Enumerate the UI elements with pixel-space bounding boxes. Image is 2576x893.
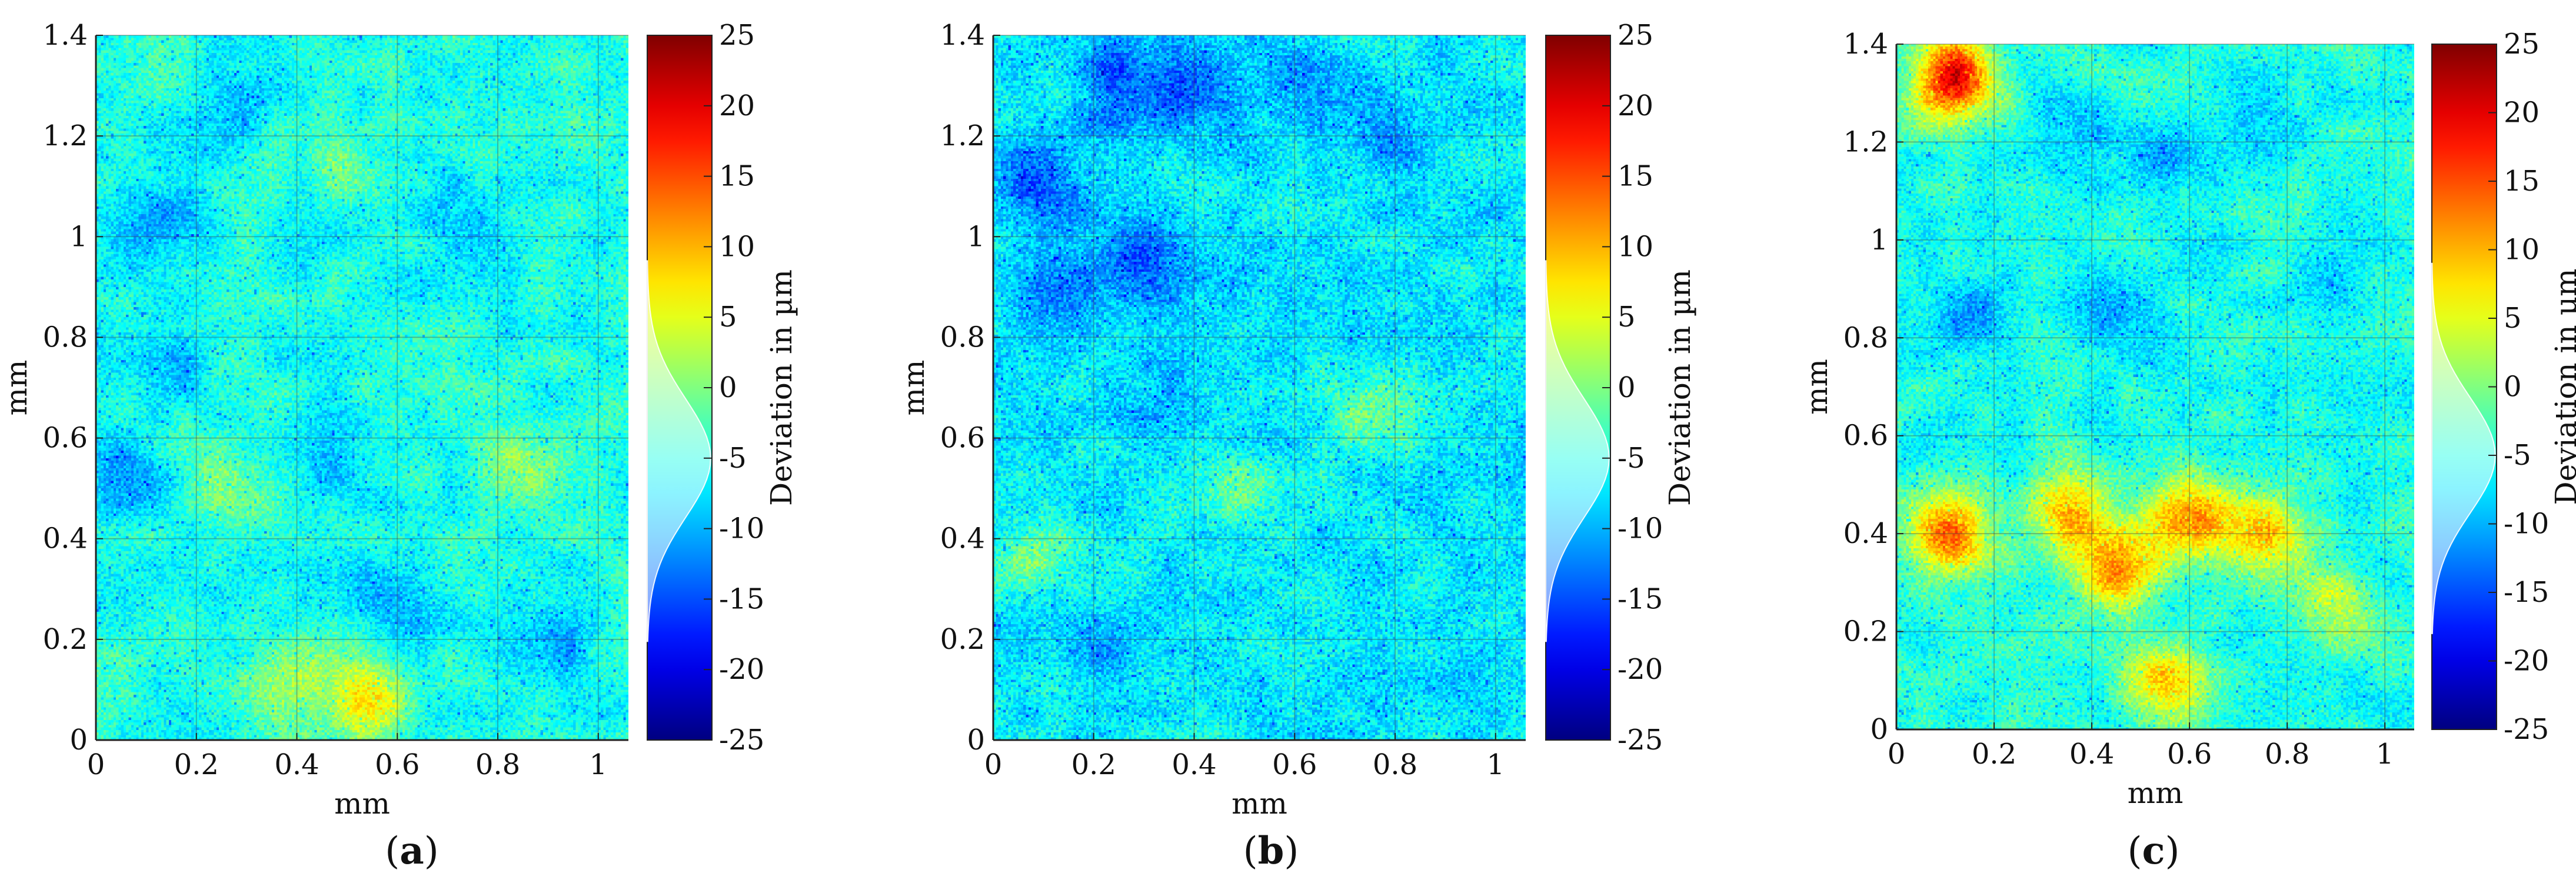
- y-axis-label: mm: [0, 360, 34, 416]
- x-axis-label: mm: [1232, 787, 1287, 821]
- y-tick-label: 0.6: [43, 422, 88, 455]
- panel-label: (a): [385, 829, 438, 873]
- x-tick-label: 0: [87, 748, 105, 781]
- colorbar-tick-label: -20: [2504, 645, 2549, 678]
- y-tick-label: 0.6: [1843, 419, 1888, 452]
- colorbar-tick-label: -10: [2504, 508, 2549, 541]
- colorbar-tick-label: -25: [719, 724, 764, 757]
- y-tick-label: 1: [69, 220, 88, 253]
- colorbar-tick-label: 20: [719, 89, 755, 122]
- colorbar-distribution-overlay: [647, 260, 711, 642]
- colorbar-tick-label: -15: [1618, 582, 1663, 615]
- x-tick-label: 0: [984, 748, 1003, 781]
- x-tick-label: 0.2: [1972, 738, 2016, 771]
- colorbar-tick-label: -15: [2504, 576, 2549, 609]
- y-tick-label: 0.4: [940, 522, 985, 555]
- x-tick-label: 0: [1888, 738, 1906, 771]
- x-tick-label: 0.4: [274, 748, 319, 781]
- panel-b: 0 0.2 0.4 0.6 0.8 100.20.40.60.811.21.4mmmm-2…: [897, 19, 1697, 873]
- y-axis-label: mm: [897, 360, 931, 416]
- y-tick-label: 1.4: [940, 19, 985, 52]
- heatmap-image: [993, 35, 1526, 740]
- y-tick-label: 0: [1870, 713, 1888, 746]
- colorbar-tick-label: -10: [719, 512, 764, 545]
- y-tick-label: 0.4: [43, 522, 88, 555]
- x-axis-label: mm: [334, 787, 390, 821]
- x-tick-label: 1: [590, 748, 608, 781]
- heatmap-image: [96, 35, 628, 740]
- y-tick-label: 1.2: [1843, 125, 1888, 158]
- colorbar-tick-label: -15: [719, 582, 764, 615]
- x-tick-label: 0.8: [475, 748, 520, 781]
- colorbar-tick-label: 20: [1618, 89, 1653, 122]
- y-tick-label: 0.8: [1843, 321, 1888, 354]
- x-tick-label: 0.6: [2167, 738, 2212, 771]
- y-tick-label: 1: [967, 220, 985, 253]
- x-tick-label: 0.2: [174, 748, 219, 781]
- x-tick-label: 1: [2376, 738, 2394, 771]
- colorbar-label: Deviation in µm: [2549, 268, 2576, 505]
- y-tick-label: 1.4: [1843, 28, 1888, 61]
- y-tick-label: 1.2: [940, 119, 985, 152]
- colorbar-tick-label: -25: [2504, 713, 2549, 746]
- y-tick-label: 0.4: [1843, 517, 1888, 550]
- x-tick-label: 0.2: [1071, 748, 1116, 781]
- colorbar-tick-label: 15: [719, 160, 755, 193]
- colorbar-tick-label: 0: [719, 371, 737, 404]
- colorbar-tick-label: 10: [2504, 234, 2540, 266]
- x-tick-label: 0.8: [1373, 748, 1417, 781]
- colorbar-tick-label: -5: [719, 442, 747, 475]
- x-axis-label: mm: [2128, 776, 2184, 810]
- colorbar-tick-label: -5: [2504, 439, 2531, 472]
- colorbar-tick-label: 10: [1618, 230, 1653, 263]
- x-tick-label: 0.6: [375, 748, 420, 781]
- colorbar-tick-label: 0: [1618, 371, 1636, 404]
- colorbar-tick-label: 10: [719, 230, 755, 263]
- y-tick-label: 0.8: [940, 321, 985, 354]
- y-tick-label: 0.6: [940, 422, 985, 455]
- colorbar-tick-label: -25: [1618, 724, 1663, 757]
- y-tick-label: 1: [1870, 224, 1888, 256]
- colorbar-tick-label: 15: [1618, 160, 1653, 193]
- x-tick-label: 0.6: [1272, 748, 1317, 781]
- x-tick-label: 1: [1487, 748, 1505, 781]
- y-tick-label: 0.8: [43, 321, 88, 354]
- colorbar-tick-label: -20: [719, 653, 764, 686]
- colorbar-label: Deviation in µm: [1663, 269, 1697, 506]
- y-tick-label: 0: [69, 724, 88, 757]
- colorbar-tick-label: 0: [2504, 371, 2522, 404]
- panel-label: (b): [1243, 829, 1299, 873]
- colorbar-tick-label: 5: [719, 301, 737, 334]
- x-tick-label: 0.8: [2265, 738, 2309, 771]
- colorbar-tick-label: -10: [1618, 512, 1663, 545]
- colorbar-tick-label: 5: [1618, 301, 1636, 334]
- panel-a: 0 0.2 0.4 0.6 0.8 100.20.40.60.811.21.4mmmm-2…: [0, 19, 798, 873]
- colorbar-tick-label: -20: [1618, 653, 1663, 686]
- x-tick-label: 0.4: [1171, 748, 1216, 781]
- y-tick-label: 0.2: [1843, 615, 1888, 648]
- y-axis-label: mm: [1800, 359, 1834, 415]
- colorbar-distribution-overlay: [2431, 262, 2496, 634]
- colorbar-tick-label: 25: [2504, 28, 2540, 61]
- x-tick-label: 0.4: [2069, 738, 2114, 771]
- heatmap-image: [1896, 44, 2414, 729]
- colorbar-label: Deviation in µm: [764, 269, 798, 506]
- y-tick-label: 0: [967, 724, 985, 757]
- colorbar-tick-label: 20: [2504, 96, 2540, 129]
- panel-label: (c): [2128, 829, 2180, 873]
- colorbar-distribution-overlay: [1545, 260, 1610, 642]
- y-tick-label: 1.2: [43, 119, 88, 152]
- colorbar-tick-label: 15: [2504, 165, 2540, 198]
- colorbar-tick-label: 5: [2504, 302, 2522, 335]
- y-tick-label: 0.2: [940, 623, 985, 656]
- colorbar-tick-label: 25: [719, 19, 755, 52]
- panel-c: 0 0.2 0.4 0.6 0.8 100.20.40.60.811.21.4mmmm-2…: [1800, 28, 2576, 873]
- y-tick-label: 0.2: [43, 623, 88, 656]
- colorbar-tick-label: -5: [1618, 442, 1645, 475]
- colorbar-tick-label: 25: [1618, 19, 1653, 52]
- y-tick-label: 1.4: [43, 19, 88, 52]
